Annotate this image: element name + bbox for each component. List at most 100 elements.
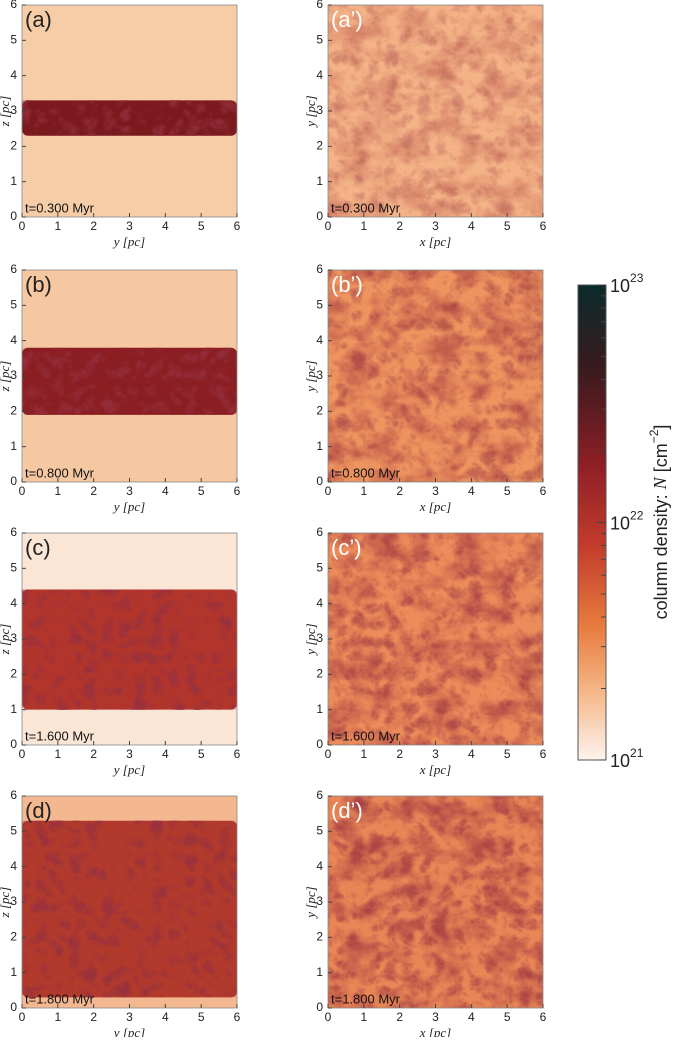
x-tick-label: 6 <box>540 747 547 761</box>
panel-time: t=1.800 Myr <box>25 991 95 1006</box>
panel-label: (b’) <box>331 272 363 297</box>
y-tick-label: 3 <box>316 894 323 908</box>
x-tick-label: 4 <box>468 1010 475 1024</box>
y-tick-label: 1 <box>10 702 17 716</box>
y-tick-label: 3 <box>10 368 17 382</box>
panel-label: (c’) <box>331 535 362 560</box>
panel: (a) t=0.300 Myr 00 1 1 2 2 3 3 4 4 5 5 6 6 y [pc] z [pc] <box>0 0 241 249</box>
x-tick-label: 2 <box>396 1010 403 1024</box>
y-tick-label: 2 <box>316 139 323 153</box>
y-tick-label: 1 <box>316 174 323 188</box>
x-tick-label: 6 <box>234 747 241 761</box>
panel-label: (d) <box>25 798 52 823</box>
x-tick-label: 1 <box>360 1010 367 1024</box>
y-tick-label: 3 <box>316 368 323 382</box>
x-axis-label: y [pc] <box>112 1025 145 1037</box>
y-tick-label: 3 <box>10 631 17 645</box>
y-axis-label: y [pc] <box>303 360 318 393</box>
x-tick-label: 3 <box>126 219 133 233</box>
x-tick-label: 5 <box>198 747 205 761</box>
panel: (c) t=1.600 Myr 00 1 1 2 2 3 3 4 4 5 5 6 6 y [pc] z [pc] <box>0 525 241 777</box>
y-axis-label: z [pc] <box>0 624 12 656</box>
x-tick-label: 4 <box>162 484 169 498</box>
y-tick-label: 2 <box>10 667 17 681</box>
panel: (d’) t=1.800 Myr 00 1 1 2 2 3 3 4 4 5 5 6 6 x [pc] y [pc… <box>303 788 547 1040</box>
y-tick-label: 0 <box>10 474 17 488</box>
x-tick-label: 2 <box>396 484 403 498</box>
panel-time: t=0.300 Myr <box>25 200 95 215</box>
panel-label: (c) <box>25 535 51 560</box>
density-image <box>328 5 543 217</box>
y-tick-label: 6 <box>316 525 323 539</box>
panel-label: (a) <box>25 7 52 32</box>
colorbar-tick-label: 1021 <box>610 746 644 771</box>
y-axis-label: y [pc] <box>303 886 318 919</box>
y-axis-label: y [pc] <box>303 95 318 128</box>
y-tick-label: 1 <box>316 702 323 716</box>
y-tick-label: 6 <box>316 262 323 276</box>
y-axis-label: y [pc] <box>303 623 318 656</box>
y-tick-label: 4 <box>316 596 323 610</box>
y-tick-label: 2 <box>10 139 17 153</box>
x-tick-label: 6 <box>234 219 241 233</box>
y-tick-label: 0 <box>10 1000 17 1014</box>
y-tick-label: 0 <box>10 737 17 751</box>
y-tick-label: 5 <box>316 561 323 575</box>
y-tick-label: 2 <box>316 930 323 944</box>
image-texture <box>22 100 237 136</box>
x-tick-label: 5 <box>198 1010 205 1024</box>
y-tick-label: 5 <box>10 33 17 47</box>
x-tick-label: 2 <box>90 747 97 761</box>
x-tick-label: 0 <box>19 219 26 233</box>
y-tick-label: 0 <box>316 209 323 223</box>
panel-label: (a’) <box>331 7 363 32</box>
x-tick-label: 4 <box>468 484 475 498</box>
x-tick-label: 4 <box>162 1010 169 1024</box>
y-tick-label: 2 <box>316 404 323 418</box>
x-tick-label: 6 <box>540 219 547 233</box>
colorbar-tick-label: 1022 <box>610 509 644 534</box>
x-tick-label: 0 <box>19 484 26 498</box>
density-image <box>22 5 237 217</box>
x-tick-label: 2 <box>90 484 97 498</box>
tick-base: 10 <box>610 276 630 296</box>
panel-time: t=0.800 Myr <box>25 465 95 480</box>
image-texture <box>328 270 543 482</box>
density-image <box>22 533 237 745</box>
y-tick-label: 4 <box>316 68 323 82</box>
x-tick-label: 6 <box>540 484 547 498</box>
x-tick-label: 5 <box>198 219 205 233</box>
tick-exponent: 21 <box>630 746 644 760</box>
x-tick-label: 4 <box>468 219 475 233</box>
y-tick-label: 3 <box>316 103 323 117</box>
density-image <box>328 533 543 745</box>
x-tick-label: 5 <box>198 484 205 498</box>
x-tick-label: 5 <box>504 1010 511 1024</box>
panel: (c’) t=1.600 Myr 00 1 1 2 2 3 3 4 4 5 5 6 6 x [pc] y [pc… <box>303 525 547 777</box>
y-tick-label: 6 <box>316 788 323 802</box>
x-tick-label: 1 <box>360 747 367 761</box>
x-tick-label: 0 <box>325 219 332 233</box>
x-axis-label: y [pc] <box>112 762 145 777</box>
y-tick-label: 3 <box>10 103 17 117</box>
y-tick-label: 2 <box>10 404 17 418</box>
x-tick-label: 6 <box>540 1010 547 1024</box>
x-tick-label: 1 <box>360 484 367 498</box>
x-tick-label: 3 <box>432 1010 439 1024</box>
y-tick-label: 1 <box>316 439 323 453</box>
x-tick-label: 2 <box>396 747 403 761</box>
y-tick-label: 4 <box>10 68 17 82</box>
x-axis-label: y [pc] <box>112 499 145 514</box>
x-tick-label: 2 <box>90 219 97 233</box>
panel-label: (d’) <box>331 798 363 823</box>
y-tick-label: 4 <box>316 859 323 873</box>
y-tick-label: 1 <box>10 174 17 188</box>
x-tick-label: 5 <box>504 219 511 233</box>
y-tick-label: 1 <box>10 439 17 453</box>
y-tick-label: 4 <box>10 596 17 610</box>
x-tick-label: 3 <box>126 1010 133 1024</box>
y-tick-label: 5 <box>10 561 17 575</box>
y-tick-label: 0 <box>10 209 17 223</box>
y-tick-label: 0 <box>316 474 323 488</box>
